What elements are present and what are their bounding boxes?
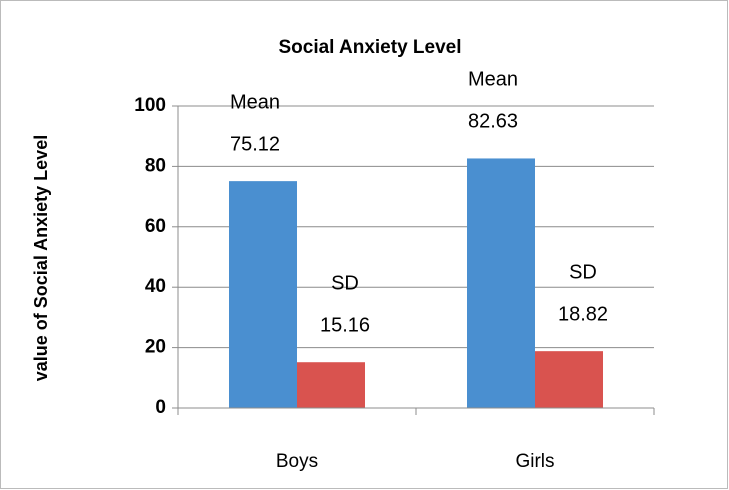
bar bbox=[297, 362, 365, 408]
data-label-name: SD bbox=[331, 272, 359, 294]
y-tick-label: 100 bbox=[134, 95, 166, 116]
y-tick-label: 40 bbox=[145, 276, 166, 297]
x-tick-label: Girls bbox=[515, 451, 554, 472]
data-label: 15.16 bbox=[320, 314, 370, 336]
chart-title: Social Anxiety Level bbox=[278, 37, 461, 58]
x-tick-label: Boys bbox=[276, 451, 318, 472]
y-tick-label: 0 bbox=[155, 397, 166, 418]
y-tick-label: 60 bbox=[145, 216, 166, 237]
data-label: 75.12 bbox=[230, 133, 280, 155]
y-tick-label: 80 bbox=[145, 155, 166, 176]
bar bbox=[229, 181, 297, 408]
data-label: 82.63 bbox=[468, 111, 518, 133]
data-label-name: Mean bbox=[230, 91, 280, 113]
data-label-name: SD bbox=[569, 261, 597, 283]
bar bbox=[467, 158, 535, 408]
y-tick-label: 20 bbox=[145, 337, 166, 358]
data-label: 18.82 bbox=[558, 303, 608, 325]
y-axis-label: value of Social Anxiety Level bbox=[31, 135, 51, 381]
bar bbox=[535, 351, 603, 408]
data-label-name: Mean bbox=[468, 69, 518, 91]
